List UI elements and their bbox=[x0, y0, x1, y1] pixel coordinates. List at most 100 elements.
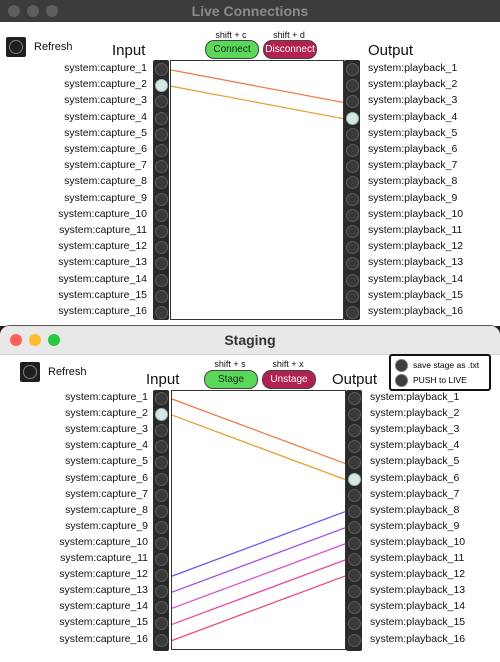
output-port-1[interactable] bbox=[348, 392, 361, 405]
input-port-8[interactable] bbox=[155, 504, 168, 518]
unstage-button[interactable]: Unstage bbox=[262, 370, 316, 389]
input-port-14[interactable] bbox=[155, 273, 168, 287]
output-port-6[interactable] bbox=[348, 472, 361, 486]
window-title: Live Connections bbox=[0, 0, 500, 22]
connection-line-12-8[interactable] bbox=[171, 511, 346, 577]
stage-button[interactable]: Stage bbox=[204, 370, 258, 389]
input-port-11[interactable] bbox=[155, 225, 168, 238]
input-port-label-6: system:capture_6 bbox=[64, 143, 147, 155]
input-port-label-1: system:capture_1 bbox=[64, 62, 147, 74]
input-port-7[interactable] bbox=[155, 488, 168, 502]
push-to-live-button[interactable]: PUSH to LIVE bbox=[395, 373, 467, 388]
output-port-3[interactable] bbox=[348, 424, 361, 438]
output-port-8[interactable] bbox=[346, 176, 359, 190]
output-port-13[interactable] bbox=[348, 585, 361, 599]
output-port-2[interactable] bbox=[346, 79, 359, 93]
input-port-1[interactable] bbox=[155, 392, 168, 405]
input-port-8[interactable] bbox=[155, 176, 168, 190]
input-port-3[interactable] bbox=[155, 95, 168, 109]
output-port-12[interactable] bbox=[346, 241, 359, 255]
connection-line-1-5[interactable] bbox=[171, 398, 346, 465]
output-port-7[interactable] bbox=[348, 488, 361, 502]
connection-line-2-4[interactable] bbox=[170, 85, 344, 120]
input-port-9[interactable] bbox=[155, 520, 168, 534]
input-port-9[interactable] bbox=[155, 192, 168, 206]
disconnect-button[interactable]: Disconnect bbox=[263, 40, 317, 59]
input-port-14[interactable] bbox=[155, 601, 168, 615]
connection-line-13-9[interactable] bbox=[171, 527, 346, 593]
stage-actions-box: save stage as .txt PUSH to LIVE bbox=[389, 354, 491, 391]
minimize-window-button[interactable] bbox=[29, 334, 41, 346]
input-port-15[interactable] bbox=[155, 617, 168, 631]
zoom-window-button[interactable] bbox=[46, 5, 58, 17]
output-port-16[interactable] bbox=[348, 633, 361, 647]
input-port-10[interactable] bbox=[155, 536, 168, 550]
connection-line-16-12[interactable] bbox=[171, 575, 346, 642]
output-port-2[interactable] bbox=[348, 408, 361, 422]
output-port-10[interactable] bbox=[346, 208, 359, 222]
output-port-8[interactable] bbox=[348, 504, 361, 518]
connection-line-1-3[interactable] bbox=[170, 69, 344, 104]
input-port-13[interactable] bbox=[155, 585, 168, 599]
input-port-13[interactable] bbox=[155, 257, 168, 271]
output-port-15[interactable] bbox=[348, 617, 361, 631]
output-port-11[interactable] bbox=[348, 553, 361, 566]
output-port-3[interactable] bbox=[346, 95, 359, 109]
output-port-6[interactable] bbox=[346, 144, 359, 157]
input-port-3[interactable] bbox=[155, 424, 168, 438]
input-port-4[interactable] bbox=[155, 440, 168, 454]
output-port-10[interactable] bbox=[348, 536, 361, 550]
staging-refresh-button[interactable] bbox=[20, 362, 40, 382]
input-port-11[interactable] bbox=[155, 553, 168, 566]
connection-line-15-11[interactable] bbox=[171, 559, 346, 626]
output-port-16[interactable] bbox=[346, 306, 359, 319]
input-port-15[interactable] bbox=[155, 289, 168, 303]
minimize-window-button[interactable] bbox=[27, 5, 39, 17]
connect-button[interactable]: Connect bbox=[205, 40, 259, 59]
input-port-label-5: system:capture_5 bbox=[65, 455, 148, 468]
output-port-9[interactable] bbox=[348, 520, 361, 534]
unstage-shortcut-hint: shift + x bbox=[272, 359, 304, 369]
output-port-4[interactable] bbox=[346, 111, 359, 125]
output-port-5[interactable] bbox=[348, 456, 361, 470]
refresh-label: Refresh bbox=[34, 41, 73, 53]
output-port-12[interactable] bbox=[348, 569, 361, 583]
output-port-14[interactable] bbox=[348, 601, 361, 615]
output-port-label-16: system:playback_16 bbox=[370, 632, 466, 645]
connection-panel[interactable] bbox=[170, 60, 344, 320]
save-stage-button[interactable]: save stage as .txt bbox=[395, 358, 479, 373]
output-port-9[interactable] bbox=[346, 192, 359, 206]
zoom-window-button[interactable] bbox=[48, 334, 60, 346]
close-window-button[interactable] bbox=[10, 334, 22, 346]
input-port-6[interactable] bbox=[155, 144, 168, 157]
output-port-7[interactable] bbox=[346, 160, 359, 174]
input-port-5[interactable] bbox=[155, 456, 168, 470]
input-port-7[interactable] bbox=[155, 160, 168, 174]
close-window-button[interactable] bbox=[8, 5, 20, 17]
output-port-11[interactable] bbox=[346, 225, 359, 238]
input-port-16[interactable] bbox=[155, 306, 168, 319]
input-port-label-5: system:capture_5 bbox=[64, 126, 147, 139]
output-port-1[interactable] bbox=[346, 63, 359, 76]
input-port-12[interactable] bbox=[155, 569, 168, 583]
input-port-2[interactable] bbox=[155, 408, 168, 422]
input-port-2[interactable] bbox=[155, 79, 168, 93]
input-port-16[interactable] bbox=[155, 633, 168, 647]
input-port-4[interactable] bbox=[155, 111, 168, 125]
input-port-12[interactable] bbox=[155, 241, 168, 255]
output-port-13[interactable] bbox=[346, 257, 359, 271]
input-port-5[interactable] bbox=[155, 127, 168, 141]
input-port-6[interactable] bbox=[155, 472, 168, 486]
connection-line-2-6[interactable] bbox=[171, 414, 346, 481]
refresh-button[interactable] bbox=[6, 37, 26, 57]
output-port-label-4: system:playback_4 bbox=[370, 439, 460, 452]
output-port-14[interactable] bbox=[346, 273, 359, 287]
output-port-label-2: system:playback_2 bbox=[370, 407, 460, 420]
staging-connection-panel[interactable] bbox=[171, 390, 346, 650]
input-port-1[interactable] bbox=[155, 63, 168, 76]
output-port-5[interactable] bbox=[346, 127, 359, 141]
output-port-4[interactable] bbox=[348, 440, 361, 454]
connection-line-14-10[interactable] bbox=[171, 543, 346, 609]
input-port-10[interactable] bbox=[155, 208, 168, 222]
output-port-15[interactable] bbox=[346, 289, 359, 303]
